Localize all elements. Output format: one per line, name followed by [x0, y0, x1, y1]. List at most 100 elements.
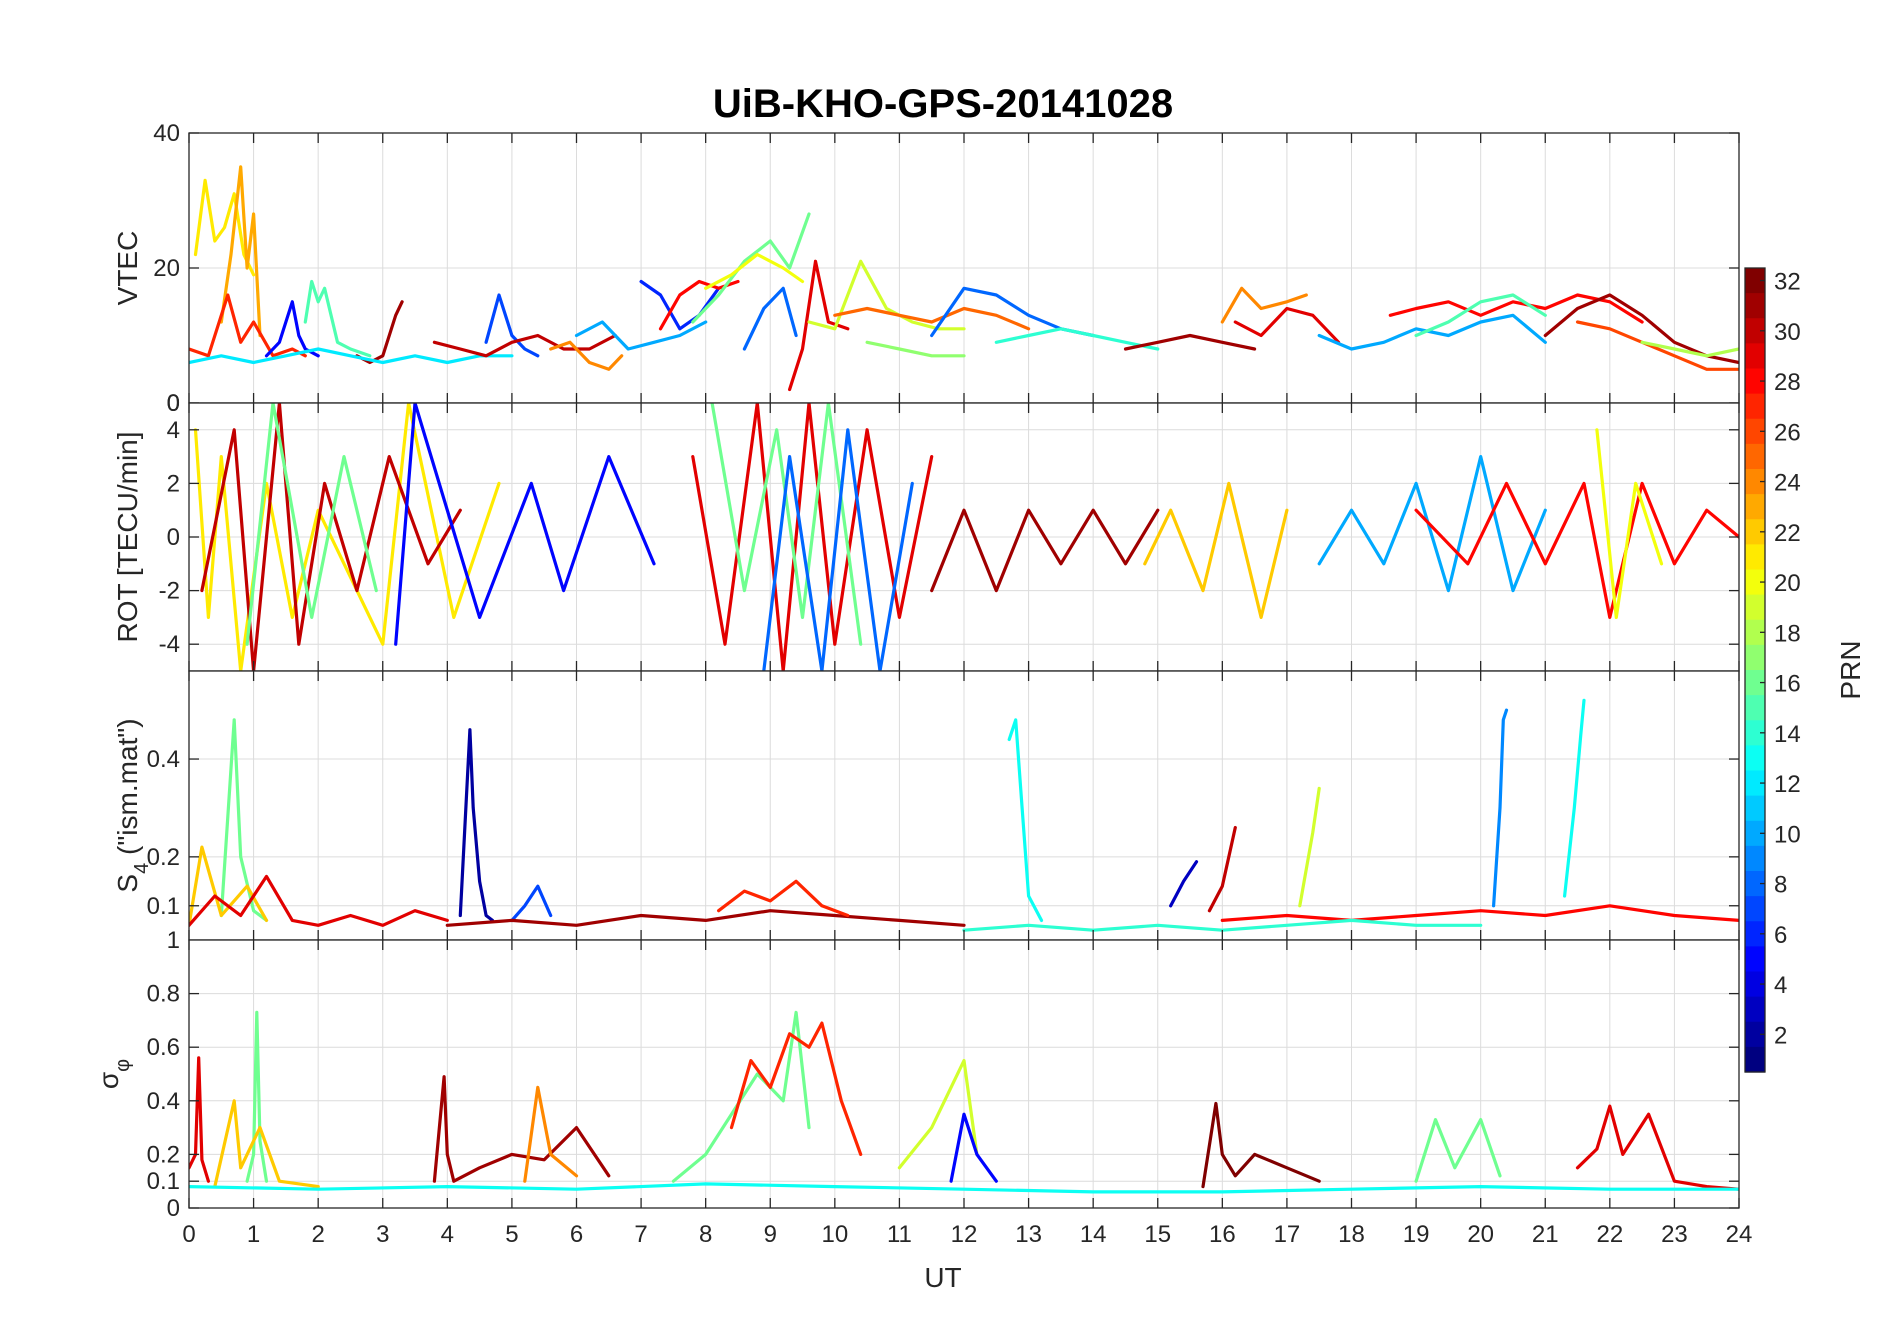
- colorbar-bin: [1745, 896, 1765, 922]
- series-line-prn-22: [1143, 481, 1289, 619]
- series-line-prn-8: [742, 286, 798, 351]
- y-axis-label: VTEC: [112, 231, 143, 306]
- y-tick-label: 0: [167, 1195, 180, 1222]
- x-tick-label: 1: [247, 1221, 260, 1248]
- series-line-prn-12: [189, 347, 514, 365]
- y-tick-label: -4: [159, 631, 180, 658]
- colorbar-tick-label: 30: [1774, 319, 1801, 346]
- colorbar-tick-label: 8: [1774, 872, 1787, 899]
- colorbar-tick-label: 18: [1774, 620, 1801, 647]
- series-line-prn-31: [445, 909, 966, 927]
- chart-title: UiB-KHO-GPS-20141028: [713, 82, 1173, 126]
- colorbar-bin: [1745, 368, 1765, 395]
- colorbar-bin: [1745, 418, 1765, 445]
- colorbar-bin: [1745, 393, 1765, 420]
- y-tick-label: 0: [167, 524, 180, 551]
- colorbar-bin: [1745, 1046, 1765, 1073]
- series-line-prn-16: [1414, 1118, 1502, 1183]
- colorbar-bin: [1745, 544, 1765, 571]
- x-tick-label: 2: [311, 1221, 324, 1248]
- colorbar-bin: [1745, 318, 1765, 344]
- colorbar-bin: [1745, 971, 1765, 998]
- series-line-prn-26: [1575, 320, 1739, 371]
- series-line-prn-31: [930, 508, 1160, 593]
- x-tick-label: 18: [1338, 1221, 1365, 1248]
- y-tick-label-top: 0: [167, 390, 180, 417]
- series-line-prn-18: [1640, 340, 1739, 358]
- y-tick-label: 0.1: [147, 893, 180, 920]
- y-axis-label: σφ: [93, 1059, 134, 1089]
- colorbar-frame: [1744, 267, 1766, 1073]
- colorbar-bin: [1745, 268, 1765, 294]
- colorbar-tick-label: 14: [1774, 721, 1801, 748]
- series-line-prn-24: [523, 1085, 579, 1183]
- colorbar-bin: [1745, 494, 1765, 520]
- series-line-prn-29: [691, 403, 934, 671]
- colorbar-bin: [1745, 443, 1765, 470]
- colorbar-bin: [1745, 619, 1765, 646]
- panel-s4: 0.1 0.2 0.4S4 ("ism.mat"): [112, 670, 1740, 941]
- series-line-prn-23: [219, 165, 262, 338]
- colorbar-bin: [1745, 845, 1765, 872]
- series-line-prn-31: [432, 1075, 611, 1183]
- series-line-prn-5: [949, 1112, 998, 1183]
- series-line-prn-30: [1207, 825, 1237, 913]
- series-line-prn-16: [710, 403, 863, 646]
- x-axis-label: UT: [924, 1262, 961, 1293]
- series-line-prn-31: [1123, 333, 1257, 351]
- series-line-prn-30: [432, 333, 617, 358]
- colorbar-bin: [1745, 1021, 1765, 1048]
- colorbar-bin: [1745, 795, 1765, 822]
- x-tick-label: 16: [1209, 1221, 1236, 1248]
- colorbar-bin: [1745, 996, 1765, 1023]
- y-tick-label: 0.2: [147, 1141, 180, 1168]
- y-tick-label: 40: [153, 120, 180, 147]
- colorbar-tick-label: 20: [1774, 570, 1801, 597]
- x-tick-label: 5: [505, 1221, 518, 1248]
- series-line-prn-9: [1492, 708, 1509, 908]
- x-tick-label: 8: [699, 1221, 712, 1248]
- series-line-prn-24: [549, 340, 624, 371]
- y-tick-label: 0.4: [147, 746, 180, 773]
- series-line-prn-32: [1201, 1101, 1321, 1189]
- series-line-prn-28: [1414, 481, 1739, 619]
- colorbar-bin: [1745, 946, 1765, 973]
- colorbar-bin: [1745, 871, 1765, 897]
- series-line-prn-19: [1298, 786, 1321, 908]
- y-axis-label: S4 ("ism.mat"): [112, 718, 153, 892]
- series-line-prn-16: [219, 718, 269, 922]
- series-line-prn-5: [394, 403, 656, 646]
- panel-sigma: 00.10.20.40.60.810 1 2 3 4 5 6 7 8 9 10 11 12 13 14 15 1…: [93, 927, 1752, 1248]
- series-line-prn-15: [303, 279, 372, 358]
- series-line-prn-10: [1317, 313, 1547, 351]
- colorbar-tick-label: 4: [1774, 972, 1787, 999]
- panel-vtec: 0 20 40 VTEC: [112, 120, 1740, 417]
- series-line-prn-27: [717, 879, 850, 918]
- series-line-prn-25: [833, 306, 1031, 331]
- colorbar-bin: [1745, 720, 1765, 746]
- series-group: [193, 403, 1739, 671]
- x-tick-label: 3: [376, 1221, 389, 1248]
- series-line-prn-29: [189, 874, 449, 927]
- x-tick-label: 4: [441, 1221, 454, 1248]
- x-tick-label: 0: [182, 1221, 195, 1248]
- series-line-prn-16: [671, 1010, 811, 1183]
- x-tick-label: 13: [1015, 1221, 1042, 1248]
- series-line-prn-16: [691, 212, 811, 324]
- series-line-prn-29: [1233, 306, 1341, 344]
- colorbar-bin: [1745, 745, 1765, 772]
- x-tick-label: 10: [821, 1221, 848, 1248]
- y-axis-label: ROT [TECU/min]: [112, 431, 143, 642]
- series-line-prn-7: [484, 293, 540, 358]
- colorbar-bin: [1745, 695, 1765, 721]
- colorbar-label: PRN: [1835, 640, 1866, 699]
- colorbar-tick-label: 16: [1774, 671, 1801, 698]
- series-line-prn-19: [897, 1059, 979, 1170]
- series-line-prn-15: [1414, 293, 1547, 338]
- series-line-prn-29: [1575, 1104, 1739, 1191]
- series-line-prn-17: [865, 340, 966, 358]
- y-tick-label: 0.6: [147, 1034, 180, 1061]
- series-line-prn-24: [1220, 286, 1308, 324]
